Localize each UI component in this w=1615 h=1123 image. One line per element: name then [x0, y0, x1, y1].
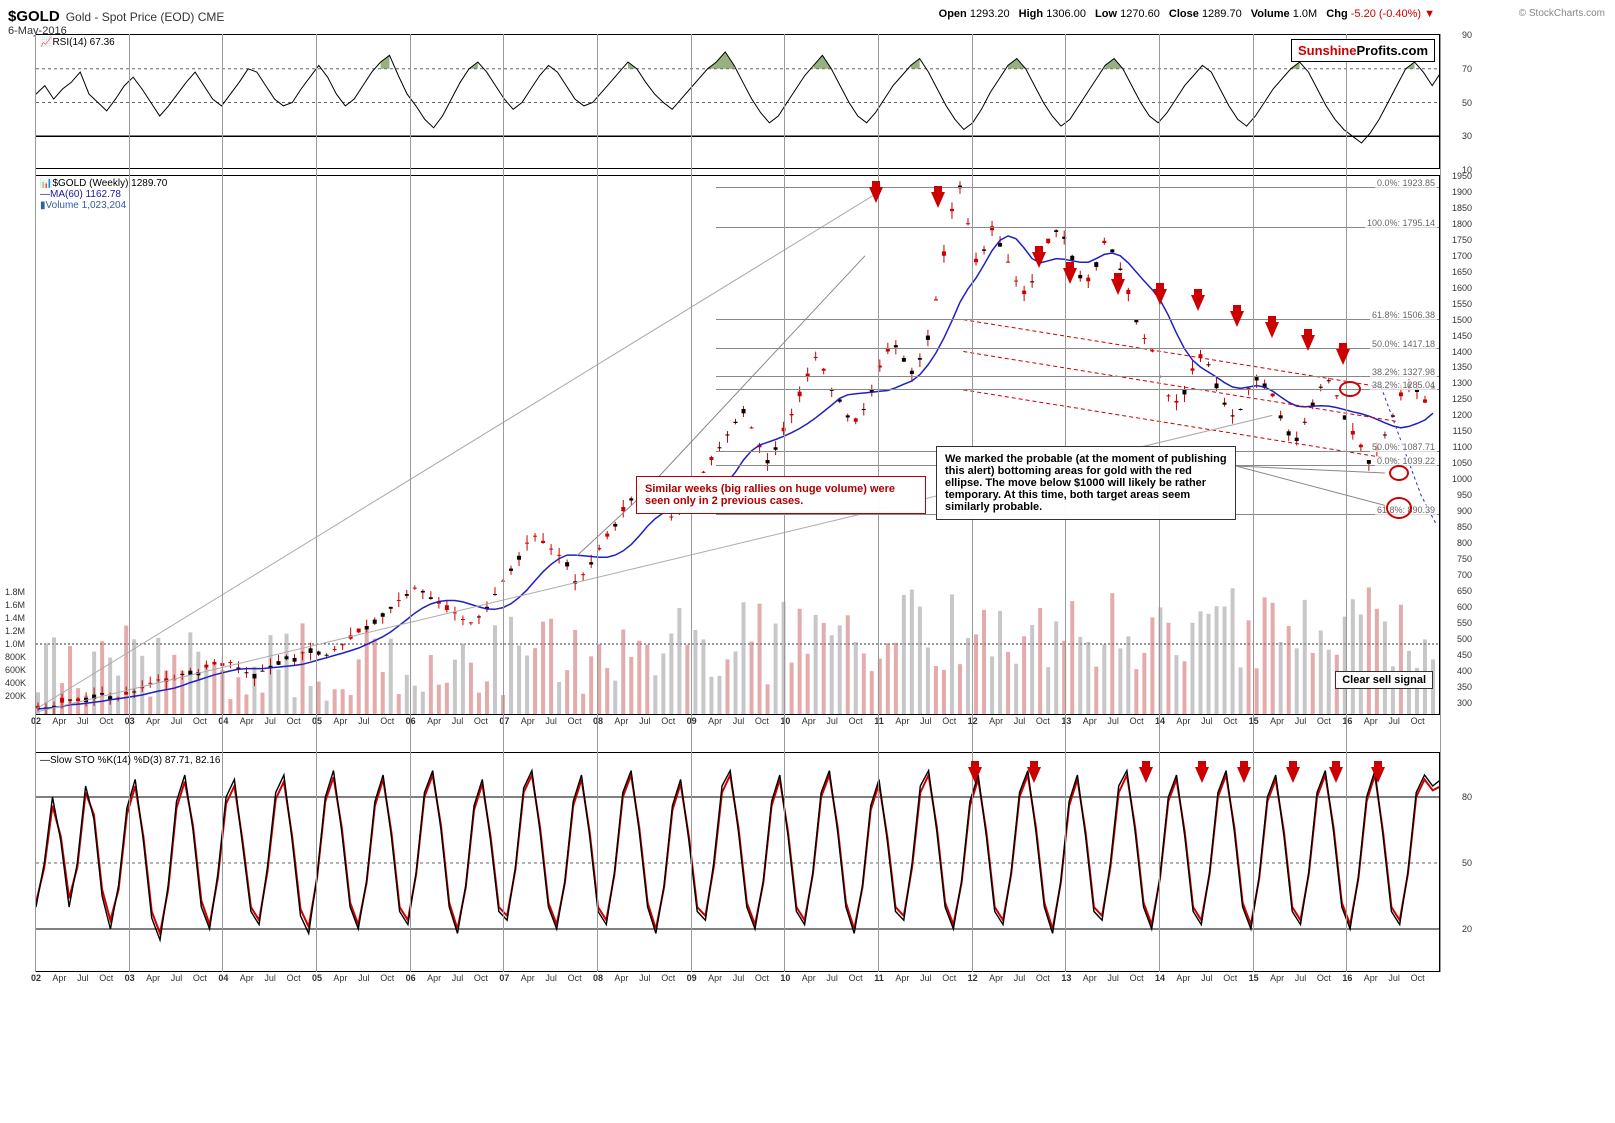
- source-attribution: © StockCharts.com: [1519, 8, 1605, 19]
- down-arrow-icon: [931, 192, 945, 208]
- stochastic-panel: —Slow STO %K(14) %D(3) 87.71, 82.16 2050…: [35, 752, 1440, 972]
- annotation-similar-weeks: Similar weeks (big rallies on huge volum…: [636, 476, 926, 514]
- down-arrow-icon: [1032, 252, 1046, 268]
- down-arrow-icon: [1195, 767, 1209, 783]
- down-arrow-icon: [1027, 767, 1041, 783]
- annotation-sell-signal: Clear sell signal: [1335, 671, 1433, 689]
- down-arrow-icon: [1336, 349, 1350, 365]
- annotation-bottoming-areas: We marked the probable (at the moment of…: [936, 446, 1236, 520]
- sunshine-profits-logo: SunshineProfits.com: [1291, 39, 1435, 62]
- target-ellipse: [1339, 381, 1361, 397]
- down-arrow-icon: [1230, 311, 1244, 327]
- down-arrow-icon: [1063, 268, 1077, 284]
- target-ellipse: [1386, 497, 1412, 519]
- ohlc-bar: Open 1293.20 High 1306.00 Low 1270.60 Cl…: [933, 8, 1435, 20]
- down-arrow-icon: [1265, 322, 1279, 338]
- down-arrow-icon: [1111, 279, 1125, 295]
- down-arrow-icon: [1301, 335, 1315, 351]
- down-arrow-icon: [1153, 289, 1167, 305]
- target-ellipse: [1389, 465, 1409, 481]
- chart-title: Gold - Spot Price (EOD) CME: [66, 10, 225, 24]
- sto-label: —Slow STO %K(14) %D(3) 87.71, 82.16: [40, 755, 220, 766]
- price-panel: 📊$GOLD (Weekly) 1289.70 —MA(60) 1162.78 …: [35, 175, 1440, 715]
- rsi-panel: SunshineProfits.com 📈RSI(14) 67.36 10305…: [35, 34, 1440, 169]
- ticker-symbol: $GOLD: [8, 8, 60, 25]
- rsi-label: 📈RSI(14) 67.36: [40, 37, 115, 48]
- down-arrow-icon: [1286, 767, 1300, 783]
- down-arrow-icon: [1329, 767, 1343, 783]
- down-arrow-icon: [1139, 767, 1153, 783]
- down-arrow-icon: [1371, 767, 1385, 783]
- down-arrow-icon: [968, 767, 982, 783]
- down-arrow-icon: [1191, 295, 1205, 311]
- down-arrow-icon: [1237, 767, 1251, 783]
- down-arrow-icon: [869, 187, 883, 203]
